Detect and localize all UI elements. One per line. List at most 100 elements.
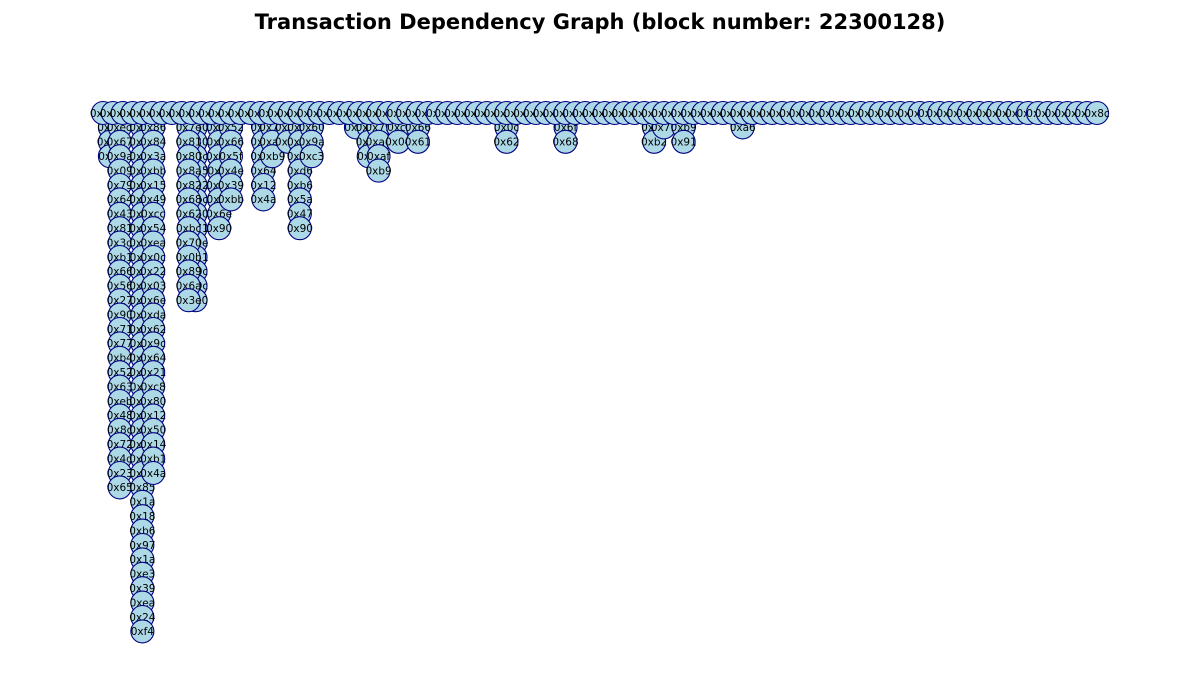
node-circle: [130, 619, 155, 644]
node-label: 0xf4: [131, 626, 155, 638]
node-label: 0x14: [140, 439, 167, 451]
node-label: 0x70: [175, 237, 201, 249]
child-node: 0xbb: [218, 187, 244, 212]
node-label: 0xed: [107, 122, 133, 134]
child-node: 0x3e: [176, 288, 202, 313]
node-label: 0x24: [129, 612, 156, 624]
node-label: 0x12: [250, 180, 276, 192]
node-circle: [405, 129, 430, 154]
node-label: 0x52: [218, 122, 244, 134]
node-label: 0xae: [366, 137, 392, 149]
node-label: 0xb1: [107, 252, 133, 264]
child-node: 0xf4: [130, 619, 155, 644]
node-label: 0xb9: [365, 165, 391, 177]
root-node: 0x8c: [1084, 100, 1110, 126]
node-label: 0x09: [107, 165, 133, 177]
node-label: 0x4a: [140, 468, 166, 480]
node-label: 0x03: [140, 281, 166, 293]
node-label: 0x3d: [107, 237, 133, 249]
node-label: 0x04: [385, 137, 412, 149]
node-label: 0x21: [140, 367, 166, 379]
child-node: 0x4a: [250, 187, 276, 212]
node-label: 0x1a: [129, 554, 155, 566]
child-node: 0x90: [287, 216, 313, 241]
node-label: 0x79: [107, 180, 133, 192]
node-label: 0x7e: [176, 122, 202, 134]
node-label: 0xeb: [107, 396, 133, 408]
child-node: 0x90: [206, 216, 232, 241]
node-label: 0x6a: [176, 281, 202, 293]
child-node: 0xc3: [299, 144, 324, 169]
node-circle: [494, 129, 519, 154]
node-label: 0x62: [493, 137, 519, 149]
node-label: 0x64: [250, 165, 277, 177]
node-label: 0xb6: [129, 525, 156, 537]
node-label: 0x68: [552, 137, 578, 149]
node-label: 0xea: [140, 237, 165, 249]
node-label: 0x8c: [107, 425, 133, 437]
node-label: 0x4e: [218, 165, 244, 177]
node-label: 0x54: [140, 223, 167, 235]
node-label: 0xda: [140, 309, 166, 321]
node-label: 0x89: [175, 266, 201, 278]
node-label: 0xb4: [107, 353, 134, 365]
node-circle: [671, 129, 696, 154]
node-label: 0x81: [107, 223, 133, 235]
node-label: 0x3a: [140, 151, 166, 163]
node-label: 0x1a: [129, 497, 155, 509]
node-label: 0x9a: [107, 151, 133, 163]
node-label: 0x5f: [219, 151, 243, 163]
node-label: 0x43: [107, 209, 133, 221]
node-label: 0x72: [107, 439, 133, 451]
node-label: 0x65: [107, 482, 133, 494]
node-label: 0x67: [107, 137, 133, 149]
node-circle: [287, 216, 312, 241]
node-label: 0x8a: [176, 165, 202, 177]
node-label: 0x39: [218, 180, 244, 192]
node-label: 0x80: [140, 396, 166, 408]
node-label: 0x97: [129, 540, 155, 552]
child-node: 0x62: [493, 129, 520, 154]
dependency-chain: 0x52 0x66 0x5f 0x4e 0x39 0xbb: [218, 115, 244, 212]
node-circle: [366, 158, 391, 183]
node-label: 0x64: [107, 194, 134, 206]
node-label: 0x5a: [287, 194, 313, 206]
node-label: 0x71: [651, 122, 677, 134]
node-label: 0x84: [140, 137, 167, 149]
node-circle: [207, 216, 232, 241]
dependency-chain: 0x86 0x84 0x3a 0xbb 0x15 0x49 0xcc 0x54 0xea 0x0c…: [140, 115, 167, 486]
node-label: 0x27: [107, 295, 133, 307]
node-label: 0x22: [140, 266, 166, 278]
node-label: 0x91: [671, 137, 697, 149]
node-label: 0x61: [405, 137, 431, 149]
node-label: 0x63: [107, 381, 133, 393]
node-label: 0xb9: [259, 151, 285, 163]
node-label: 0xbb: [140, 165, 167, 177]
node-label: 0x0b: [175, 252, 202, 264]
dependency-chain: 0x7e 0x81 0x80 0x8a 0x82 0x68 0x62 0xbc 0x70 0x0b…: [175, 115, 202, 313]
node-label: 0x82: [175, 180, 201, 192]
node-label: 0x90: [206, 223, 232, 235]
node-label: 0x6e: [206, 209, 232, 221]
node-circle: [1084, 100, 1110, 126]
node-label: 0x85: [129, 482, 155, 494]
node-label: 0xb1: [140, 453, 166, 465]
node-label: 0x56: [107, 281, 134, 293]
node-label: 0x50: [140, 425, 166, 437]
node-label: 0xbc: [176, 223, 202, 235]
node-label: 0x18: [129, 511, 155, 523]
node-label: 0x9c: [141, 338, 167, 350]
node-label: 0x64: [140, 353, 167, 365]
node-label: 0xc3: [299, 151, 324, 163]
child-node: 0xb9: [365, 158, 392, 183]
node-circle: [553, 129, 578, 154]
node-label: 0x79: [365, 122, 391, 134]
node-circle: [176, 288, 201, 313]
node-label: 0xea: [130, 597, 155, 609]
node-label: 0x62: [140, 324, 166, 336]
node-circle: [141, 460, 166, 486]
node-label: 0x12: [140, 410, 166, 422]
node-label: 0xc8: [141, 381, 166, 393]
node-label: 0x47: [287, 209, 313, 221]
